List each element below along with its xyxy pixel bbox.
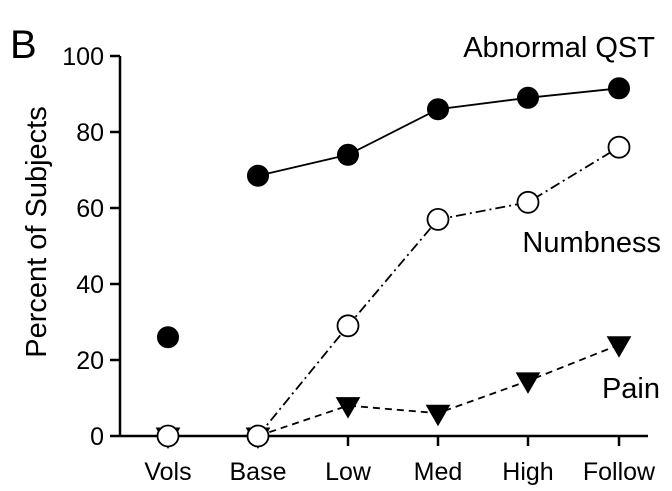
data-point-pain <box>606 336 632 358</box>
data-point-numbness <box>336 314 360 338</box>
series-numbness <box>156 135 631 448</box>
x-tick-label: Med <box>414 458 463 486</box>
series-label-numbness: Numbness <box>522 227 661 259</box>
y-tick-label: 60 <box>76 195 104 223</box>
series-layer <box>155 77 632 450</box>
data-point-numbness <box>516 190 540 214</box>
x-tick-label: Base <box>230 458 287 486</box>
data-point-abnormal-qst <box>517 86 539 109</box>
data-point-pain <box>335 397 361 419</box>
y-tick-label: 80 <box>76 119 104 147</box>
series-label-pain: Pain <box>602 373 660 405</box>
series-pain <box>155 336 632 450</box>
x-tick-label: Vols <box>144 458 191 486</box>
y-tick-label: 100 <box>62 43 104 71</box>
data-point-abnormal-qst <box>337 143 359 166</box>
data-point-numbness <box>607 135 631 159</box>
axes: 0 20 40 60 80 100 Vols Base Low Med High Follow <box>62 43 656 486</box>
series-line-numbness <box>257 146 620 437</box>
data-point-abnormal-qst <box>247 164 269 187</box>
x-tick-label: Follow <box>583 458 656 486</box>
y-tick-label: 0 <box>90 423 104 451</box>
data-point-abnormal-qst <box>427 98 449 121</box>
data-point-numbness <box>426 207 450 231</box>
panel-label: B <box>10 23 37 67</box>
data-point-abnormal-qst <box>157 326 179 349</box>
y-axis-label: Percent of Subjects <box>21 106 53 357</box>
data-point-pain <box>515 372 541 394</box>
data-point-pain <box>425 404 451 427</box>
data-point-abnormal-qst <box>608 77 630 100</box>
x-tick-label: High <box>502 458 553 486</box>
x-tick-label: Low <box>325 458 372 486</box>
data-point-numbness <box>156 424 180 448</box>
y-tick-label: 40 <box>76 271 104 299</box>
series-label-abnormal-qst: Abnormal QST <box>463 32 655 64</box>
data-point-numbness <box>246 424 270 448</box>
y-tick-label: 20 <box>76 347 104 375</box>
series-abnormal-qst <box>157 77 630 349</box>
